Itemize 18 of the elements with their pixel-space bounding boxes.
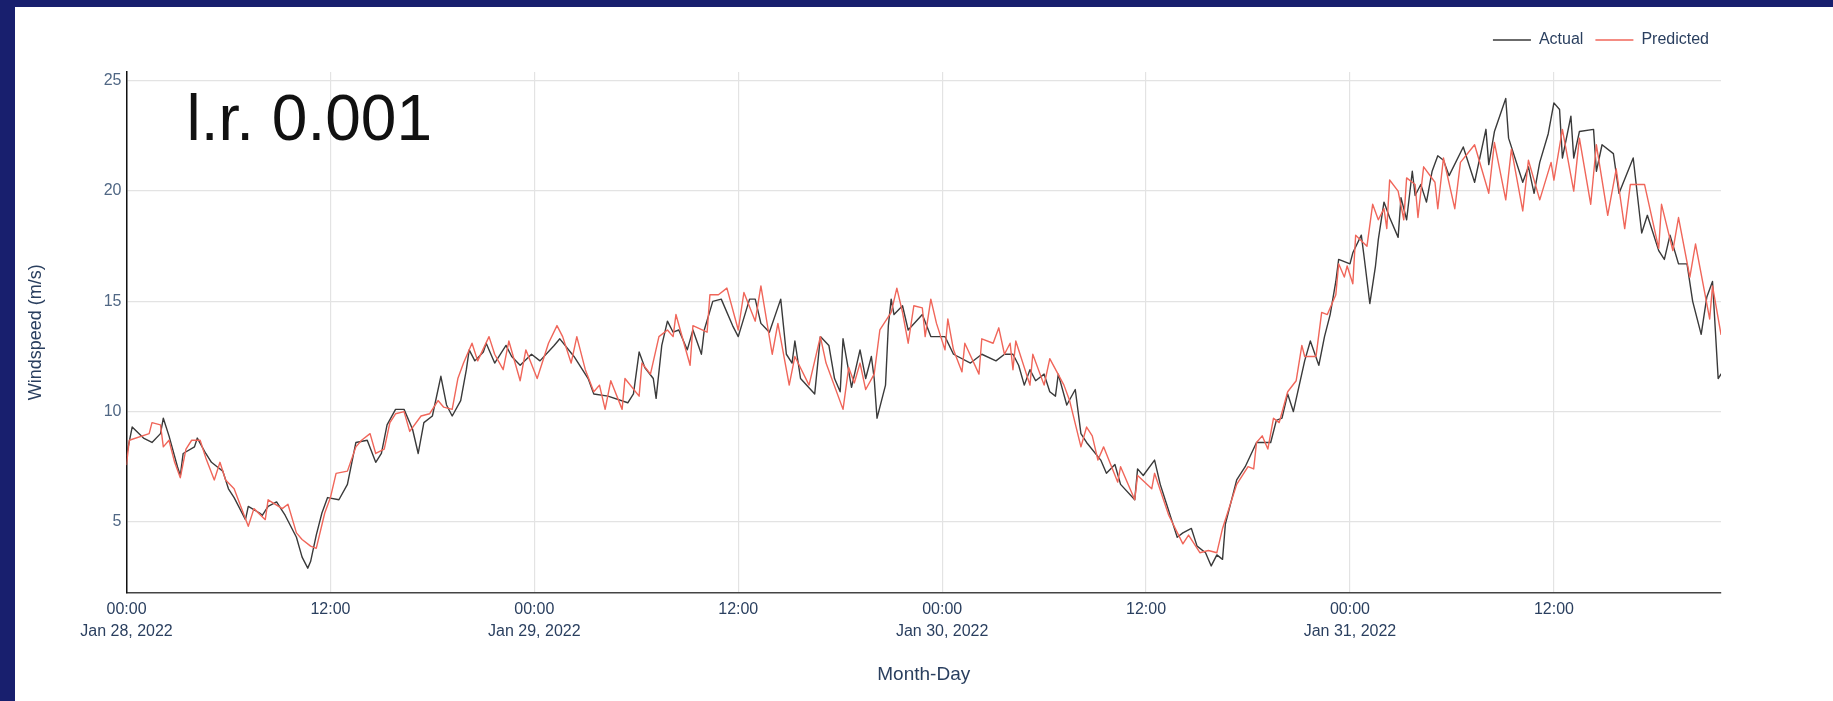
x-tick-label: 00:00 Jan 29, 2022	[488, 599, 581, 639]
y-tick-label: 5	[112, 512, 122, 530]
y-tick-label: 25	[103, 71, 122, 89]
legend-label: Predicted	[1641, 30, 1709, 48]
y-tick-label: 15	[103, 291, 122, 309]
x-axis-title: Month-Day	[877, 662, 971, 684]
x-tick-label: 00:00 Jan 28, 2022	[80, 599, 173, 639]
x-tick-label: 12:00	[1126, 599, 1167, 617]
x-tick-label: 12:00	[1533, 599, 1575, 617]
x-tick-label: 12:00	[310, 599, 351, 617]
y-axis-title: Windspeed (m/s)	[24, 264, 45, 401]
y-tick-label: 10	[103, 401, 122, 419]
annotation: l.r. 0.001	[186, 82, 432, 154]
legend-label: Actual	[1538, 30, 1584, 48]
x-tick-label: 12:00	[718, 599, 759, 617]
x-tick-label: 00:00 Jan 30, 2022	[895, 599, 989, 639]
x-tick-label: 00:00 Jan 31, 2022	[1303, 599, 1397, 639]
y-tick-label: 20	[103, 181, 122, 199]
